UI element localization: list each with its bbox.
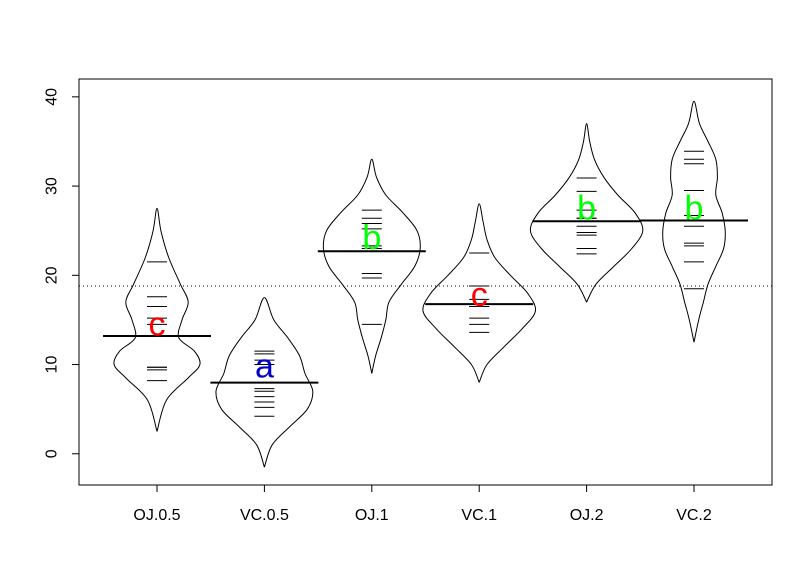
group-letter: a [255,347,274,385]
bean-OJ.2: b [529,123,644,303]
bean-VC.0.5: a [210,297,319,468]
group-letter: b [685,189,704,227]
x-tick-label: OJ.2 [570,507,604,524]
bean-outline [113,207,201,432]
bean-outline [322,158,421,374]
y-tick-label: 30 [44,177,61,195]
group-letter: b [577,189,596,227]
group-letter: c [471,276,488,314]
bean-outline [529,123,644,303]
bean-OJ.0.5: c [103,207,211,432]
group-letter: b [362,219,381,257]
y-tick-label: 40 [44,88,61,106]
bean-outline [422,203,536,383]
bean-VC.2: b [640,100,748,343]
x-tick-label: OJ.1 [355,507,389,524]
plot-frame [78,78,773,486]
bean-VC.1: c [422,203,536,383]
bean-outline [662,100,726,343]
y-tick-label: 0 [44,449,61,458]
x-tick-label: OJ.0.5 [133,507,180,524]
beans: c a b c b b [103,100,748,468]
bean-outline [215,297,314,468]
bean-OJ.1: b [317,158,426,374]
y-tick-label: 10 [44,356,61,374]
y-axis: 0 10 20 30 40 [44,88,80,458]
x-tick-label: VC.1 [461,507,497,524]
y-tick-label: 20 [44,266,61,284]
x-axis: OJ.0.5 VC.0.5 OJ.1 VC.1 OJ.2 VC.2 [133,484,712,524]
x-tick-label: VC.2 [676,507,712,524]
x-tick-label: VC.0.5 [240,507,289,524]
group-letter: c [149,305,166,343]
